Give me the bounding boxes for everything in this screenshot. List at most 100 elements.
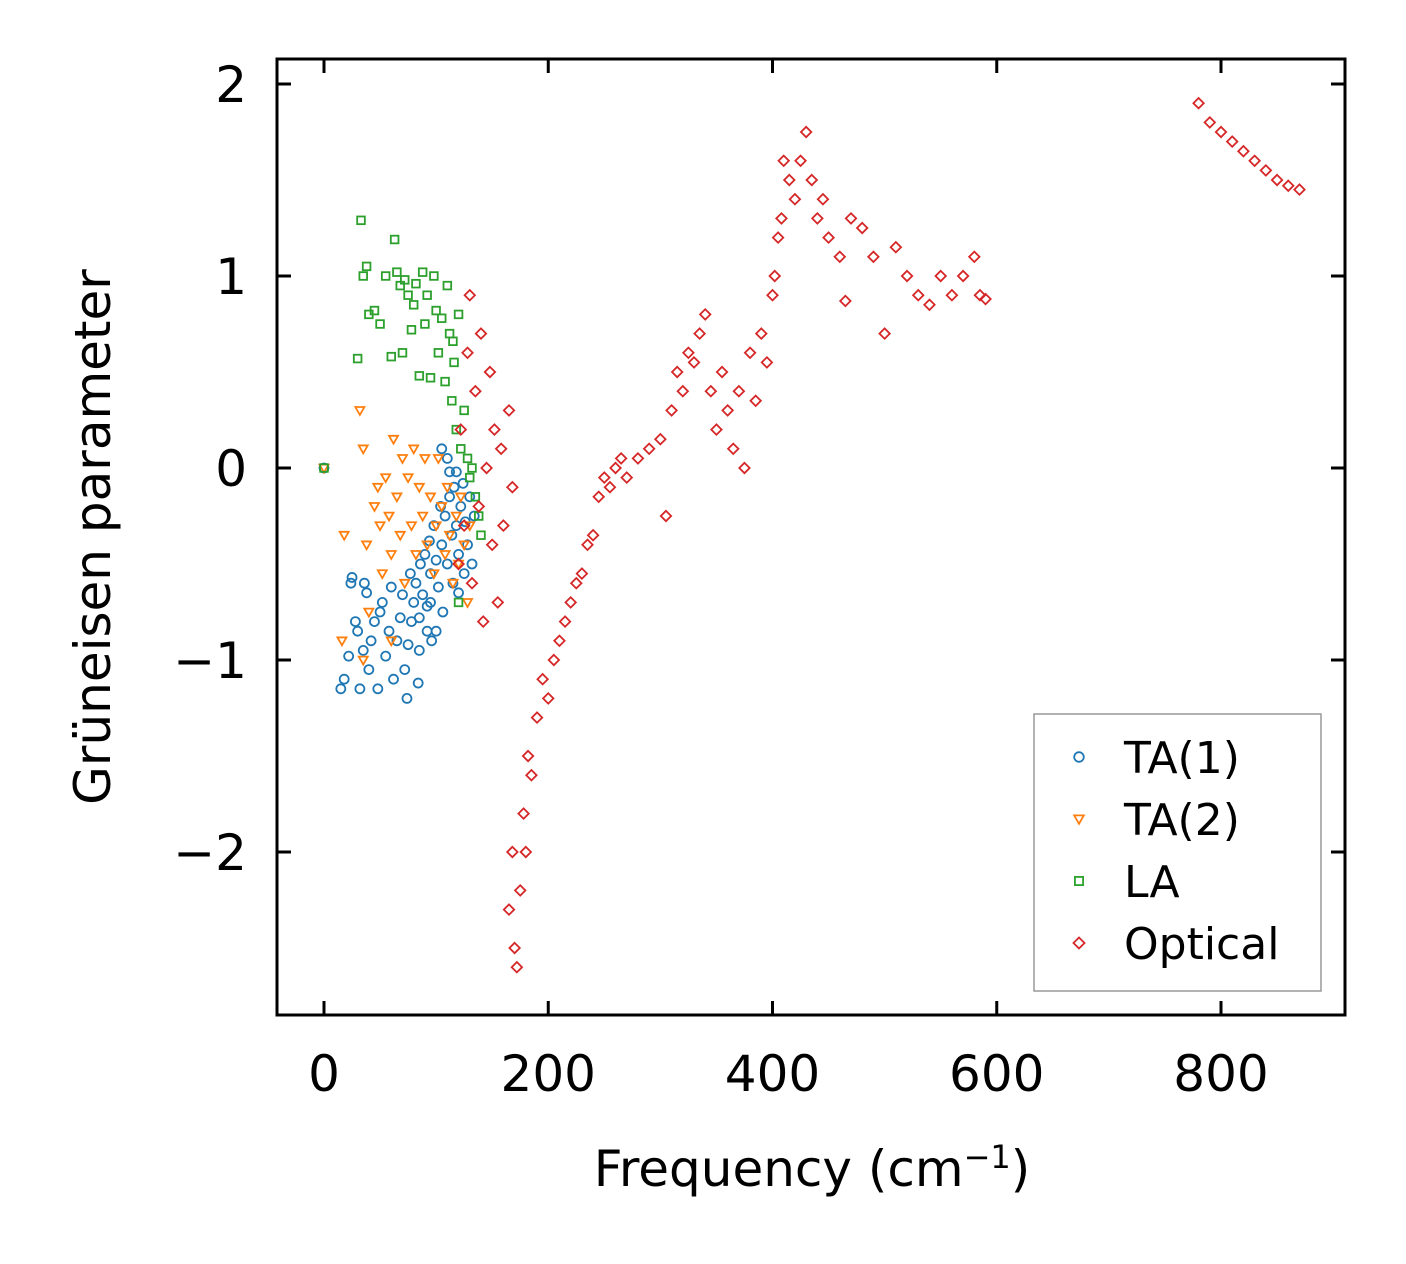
- data-point: [405, 521, 418, 532]
- data-point: [721, 403, 735, 417]
- data-point: [1225, 135, 1239, 149]
- data-point: [451, 424, 462, 435]
- data-point: [394, 612, 406, 624]
- data-point: [878, 327, 892, 341]
- data-point: [374, 606, 386, 618]
- data-point: [421, 625, 433, 637]
- data-point: [603, 480, 617, 494]
- x-tick-label: 0: [308, 1045, 340, 1103]
- x-axis: 0 200 400 600 800: [308, 59, 1269, 1103]
- data-point: [609, 461, 622, 475]
- data-point: [425, 568, 436, 579]
- data-point: [420, 319, 430, 329]
- data-point: [530, 711, 544, 725]
- data-point: [468, 384, 482, 398]
- legend-label: TA(2): [1123, 795, 1240, 846]
- y-tick-label: 1: [215, 248, 247, 306]
- data-point: [402, 473, 415, 484]
- data-point: [453, 309, 464, 320]
- data-point: [391, 635, 403, 647]
- data-point: [396, 454, 409, 465]
- data-point: [448, 336, 458, 347]
- data-point: [357, 645, 369, 656]
- data-point: [361, 261, 372, 272]
- data-point: [441, 482, 454, 494]
- data-point: [403, 290, 413, 300]
- data-point: [510, 960, 524, 974]
- data-point: [375, 319, 385, 329]
- data-point: [681, 346, 695, 360]
- data-point: [422, 290, 432, 300]
- data-point: [810, 211, 824, 225]
- data-point: [441, 452, 453, 464]
- data-point: [592, 490, 606, 504]
- data-point: [376, 569, 389, 580]
- data-point: [771, 231, 785, 245]
- legend: TA(1) TA(2) LA Optical: [1033, 713, 1322, 992]
- data-point: [437, 313, 447, 323]
- data-point: [782, 173, 796, 187]
- data-point: [368, 502, 381, 513]
- y-tick-label: −1: [173, 632, 247, 690]
- data-point: [866, 250, 880, 264]
- data-point: [485, 538, 499, 552]
- data-point: [358, 271, 368, 281]
- data-point: [437, 606, 449, 618]
- plot-data: [317, 96, 1306, 974]
- data-point: [413, 612, 425, 624]
- data-point: [458, 540, 471, 552]
- data-point: [394, 530, 407, 542]
- data-point: [435, 502, 448, 513]
- data-point: [436, 539, 448, 551]
- legend-marker-TA(1): [1073, 751, 1085, 763]
- data-point: [462, 453, 473, 464]
- data-point: [476, 615, 490, 629]
- data-point: [455, 500, 467, 512]
- data-point: [788, 192, 802, 206]
- data-point: [505, 480, 519, 494]
- data-point: [439, 550, 452, 561]
- data-point: [417, 589, 429, 601]
- data-point: [956, 269, 970, 283]
- data-point: [407, 444, 420, 456]
- data-point: [715, 365, 729, 379]
- data-point: [365, 635, 377, 647]
- data-point: [410, 577, 422, 589]
- data-point: [369, 616, 380, 627]
- plot-frame: [275, 57, 1347, 1017]
- data-point: [444, 466, 455, 478]
- data-point: [413, 645, 425, 656]
- data-point: [343, 650, 355, 662]
- data-point: [541, 691, 555, 705]
- data-point: [400, 275, 410, 285]
- data-point: [693, 327, 707, 341]
- data-point: [421, 540, 434, 552]
- data-point: [362, 607, 375, 619]
- legend-marker-Optical: [1072, 936, 1086, 950]
- data-point: [353, 406, 366, 417]
- data-point: [586, 528, 600, 542]
- data-point: [357, 655, 370, 667]
- data-point: [416, 511, 429, 523]
- data-point: [934, 269, 948, 283]
- data-point: [508, 941, 522, 955]
- data-point: [346, 572, 358, 583]
- data-point: [424, 492, 437, 504]
- data-point: [738, 461, 751, 475]
- y-axis-title: Grüneisen parameter: [64, 269, 122, 805]
- data-point: [319, 463, 329, 473]
- data-point: [470, 492, 481, 502]
- data-point: [449, 357, 459, 368]
- data-point: [415, 558, 426, 570]
- legend-item-Optical: Optical: [1072, 919, 1279, 970]
- data-point: [597, 471, 611, 485]
- x-tick-label: 400: [725, 1045, 820, 1103]
- data-point: [457, 477, 469, 489]
- data-point: [338, 530, 351, 542]
- data-point: [450, 511, 463, 523]
- data-point: [653, 432, 667, 446]
- data-point: [642, 442, 656, 456]
- data-point: [453, 587, 464, 599]
- data-point: [799, 125, 813, 139]
- data-point: [433, 348, 444, 358]
